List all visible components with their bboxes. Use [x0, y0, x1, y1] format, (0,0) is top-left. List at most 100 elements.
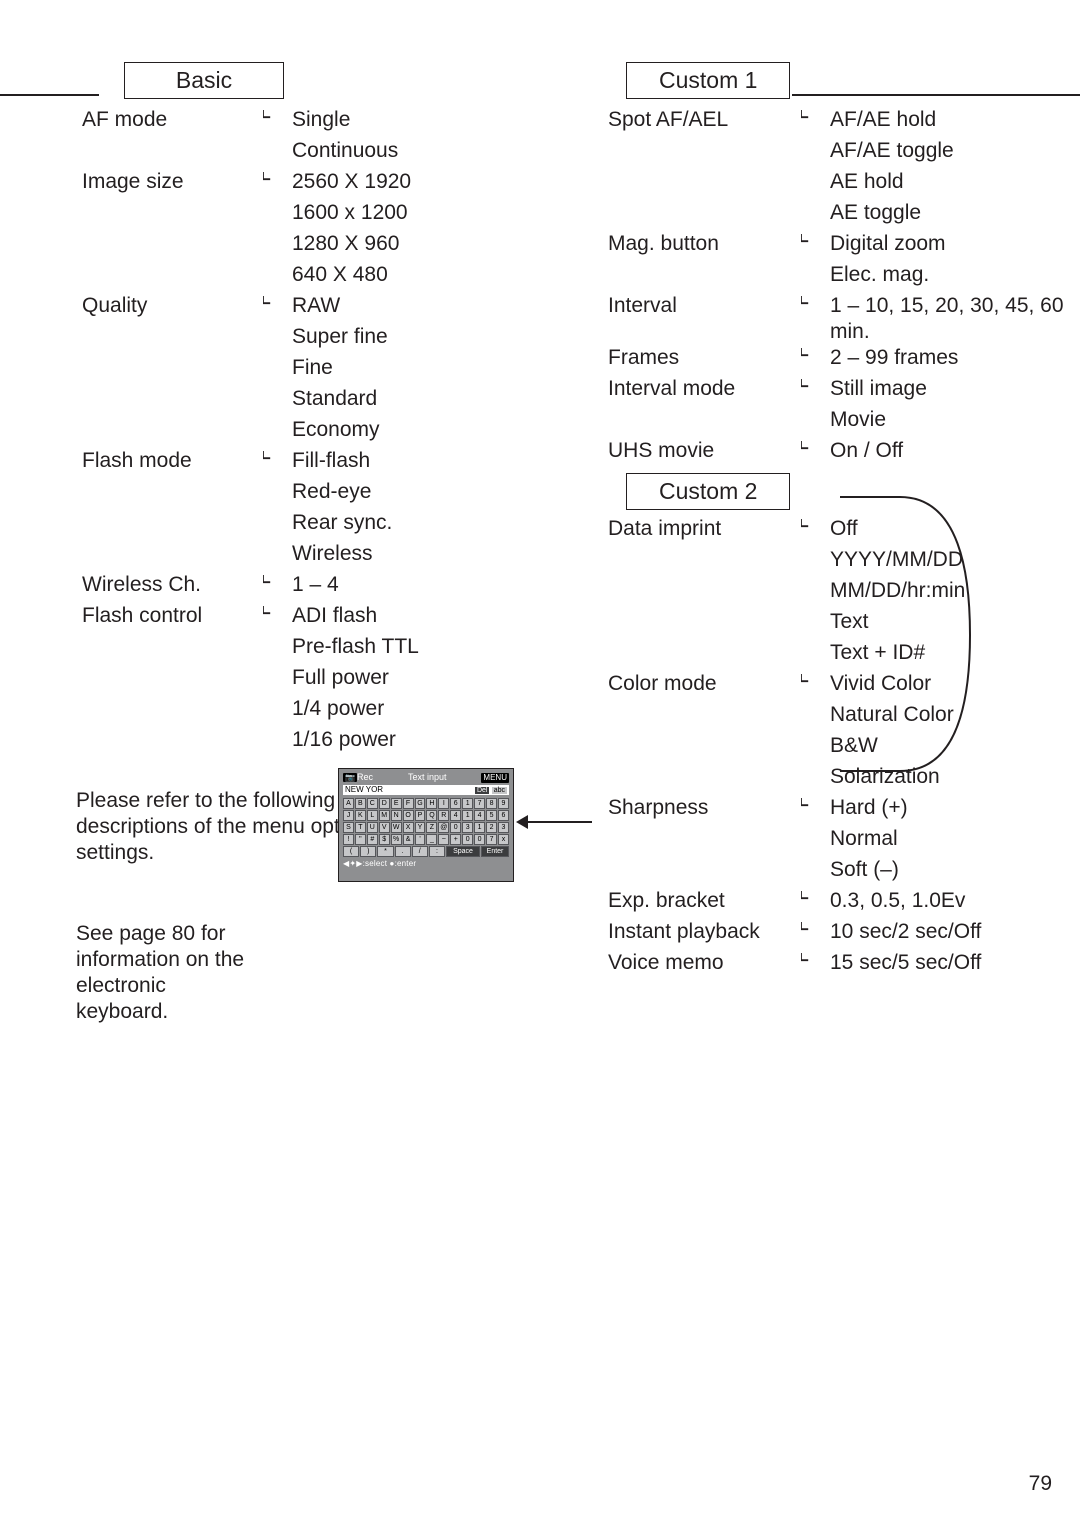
kb-key: 1: [462, 798, 473, 809]
kb-key: _: [426, 834, 437, 845]
kb-key: @: [438, 822, 449, 833]
menu-row: Wireless Ch.1 – 4: [76, 572, 554, 603]
kb-key: :: [429, 846, 445, 857]
menu-row: Spot AF/AELAF/AE hold: [602, 107, 1080, 138]
menu-option: 1600 x 1200: [276, 200, 554, 226]
menu-option: Hard (+): [814, 795, 1080, 821]
group-marker: [263, 575, 272, 584]
menu-row: Continuous: [76, 138, 554, 169]
menu-row: Wireless: [76, 541, 554, 572]
kb-key: &: [403, 834, 414, 845]
kb-key: T: [355, 822, 366, 833]
menu-row: AE hold: [602, 169, 1080, 200]
kb-key: #: [367, 834, 378, 845]
menu-option: 640 X 480: [276, 262, 554, 288]
kb-key: Y: [415, 822, 426, 833]
menu-option: AE toggle: [814, 200, 1080, 226]
group-marker: [801, 922, 810, 931]
group-marker: [801, 296, 810, 305]
kb-key: U: [367, 822, 378, 833]
menu-option: Standard: [276, 386, 554, 412]
kb-key: B: [355, 798, 366, 809]
menu-option: 10 sec/2 sec/Off: [814, 919, 1080, 945]
kb-key: M: [379, 810, 390, 821]
section-header-custom1: Custom 1: [626, 62, 790, 99]
kb-key: W: [391, 822, 402, 833]
menu-row: Interval1 – 10, 15, 20, 30, 45, 60 min.: [602, 293, 1080, 346]
group-marker: [263, 451, 272, 460]
kb-key: G: [415, 798, 426, 809]
kb-key: 4: [474, 810, 485, 821]
menu-option: 0.3, 0.5, 1.0Ev: [814, 888, 1080, 914]
connector-arc: [840, 495, 1004, 783]
kb-key: 8: [486, 798, 497, 809]
menu-label: Image size: [76, 169, 276, 195]
kb-key: 0: [450, 822, 461, 833]
kb-key: C: [367, 798, 378, 809]
kb-key: +: [450, 834, 461, 845]
group-marker: [801, 379, 810, 388]
kb-key: F: [403, 798, 414, 809]
group-marker: [801, 798, 810, 807]
menu-option: Economy: [276, 417, 554, 443]
kb-key: 6: [498, 810, 509, 821]
menu-option: Single: [276, 107, 554, 133]
kb-key: 6: [450, 798, 461, 809]
kb-key: 2: [486, 822, 497, 833]
menu-option: ADI flash: [276, 603, 554, 629]
menu-label: Data imprint: [602, 516, 814, 542]
menu-row: Flash controlADI flash: [76, 603, 554, 634]
menu-row: AF modeSingle: [76, 107, 554, 138]
kb-key: .: [395, 846, 411, 857]
menu-row: Pre-flash TTL: [76, 634, 554, 665]
kb-key: ~: [438, 834, 449, 845]
kb-key: (: [343, 846, 359, 857]
kb-key: 1: [474, 822, 485, 833]
kb-key: 0: [474, 834, 485, 845]
group-marker: [801, 891, 810, 900]
menu-row: Standard: [76, 386, 554, 417]
kb-key: !: [343, 834, 354, 845]
kb-row: ()*./:SpaceEnter: [343, 846, 509, 857]
kb-key: 1: [462, 810, 473, 821]
kb-key: 5: [486, 810, 497, 821]
menu-row: Soft (–): [602, 857, 1080, 888]
group-marker: [801, 953, 810, 962]
menu-option: 1280 X 960: [276, 231, 554, 257]
menu-option: AE hold: [814, 169, 1080, 195]
column-custom: Custom 1 Spot AF/AELAF/AE holdAF/AE toggl…: [578, 62, 1080, 1026]
menu-option: 1 – 4: [276, 572, 554, 598]
kb-key: 4: [450, 810, 461, 821]
group-marker: [801, 519, 810, 528]
kb-row: JKLMNOPQR41456: [343, 810, 509, 821]
menu-option: Elec. mag.: [814, 262, 1080, 288]
menu-row: Fine: [76, 355, 554, 386]
menu-row: Voice memo15 sec/5 sec/Off: [602, 950, 1080, 981]
menu-label: Flash control: [76, 603, 276, 629]
kb-key: H: [426, 798, 437, 809]
page-number: 79: [1029, 1471, 1080, 1529]
menu-row: 1/4 power: [76, 696, 554, 727]
kb-key: /: [412, 846, 428, 857]
group-marker: [263, 606, 272, 615]
menu-label: Mag. button: [602, 231, 814, 257]
menu-label: Quality: [76, 293, 276, 319]
group-marker: [263, 110, 272, 119]
kb-field-value: NEW YOR: [345, 785, 383, 795]
menu-row: Red-eye: [76, 479, 554, 510]
kb-key: 7: [474, 798, 485, 809]
menu-option: Digital zoom: [814, 231, 1080, 257]
kb-key: E: [391, 798, 402, 809]
menu-option: Still image: [814, 376, 1080, 402]
kb-title-right: MENU: [481, 773, 509, 783]
menu-option: Red-eye: [276, 479, 554, 505]
kb-key: Space: [446, 846, 480, 857]
kb-footer: ◀✦▶:select ●:enter: [343, 859, 509, 869]
menu-row: AF/AE toggle: [602, 138, 1080, 169]
menu-label: AF mode: [76, 107, 276, 133]
menu-row: Interval modeStill image: [602, 376, 1080, 407]
kb-key: S: [343, 822, 354, 833]
menu-option: Full power: [276, 665, 554, 691]
kb-key: I: [438, 798, 449, 809]
kb-key: $: [379, 834, 390, 845]
